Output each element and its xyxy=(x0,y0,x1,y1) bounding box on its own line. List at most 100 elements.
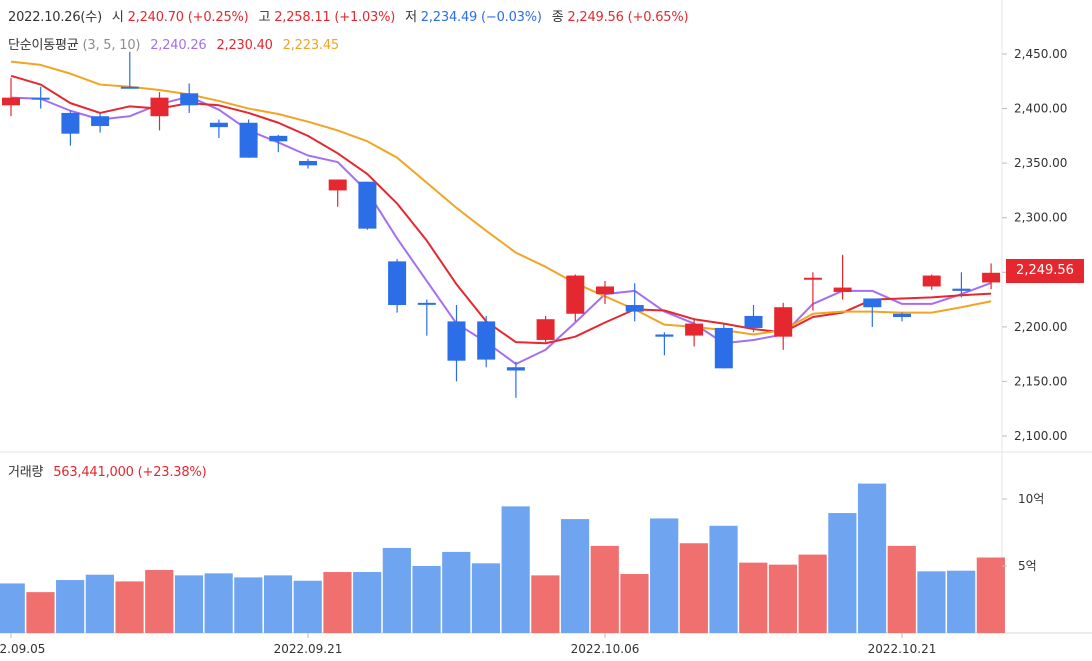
candle-body xyxy=(774,307,793,337)
volume-bar xyxy=(471,563,501,633)
candle-body xyxy=(61,112,80,134)
candle-body xyxy=(120,86,139,89)
volume-bar xyxy=(26,592,55,633)
candle-body xyxy=(833,287,852,292)
candle-body xyxy=(31,97,50,100)
price-tick-label: 2,300.00 xyxy=(1014,211,1067,225)
candle-body xyxy=(625,305,644,312)
candle-body xyxy=(803,277,822,280)
ma-line-10 xyxy=(10,60,992,336)
volume-bar xyxy=(234,577,263,633)
header-date: 2022.10.26(수) xyxy=(8,10,102,25)
low-label: 저 xyxy=(405,10,417,25)
volume-bar xyxy=(531,575,560,633)
volume-bar xyxy=(85,574,114,633)
moving-average-lines xyxy=(10,60,992,365)
close-value: 2,249.56 (+0.65%) xyxy=(567,10,689,25)
last-price-tag: 2,249.56 xyxy=(1006,259,1084,283)
volume-legend: 거래량 563,441,000 (+23.38%) xyxy=(8,461,207,480)
ma-line-5 xyxy=(10,74,992,345)
candle-body xyxy=(952,288,971,291)
close-label: 종 xyxy=(551,10,564,25)
volume-bar xyxy=(739,562,768,633)
volume-bar xyxy=(323,572,352,633)
candle-body xyxy=(388,261,407,306)
candle-body xyxy=(566,275,585,314)
volume-bar xyxy=(798,554,827,633)
candle-body xyxy=(328,179,347,191)
price-tick-label: 2,200.00 xyxy=(1014,320,1067,334)
candle-body xyxy=(91,116,110,127)
price-tick-label: 2,100.00 xyxy=(1014,429,1067,443)
volume-bar xyxy=(947,570,976,633)
candle-body xyxy=(893,313,911,318)
volume-bar xyxy=(709,525,738,633)
candle-body xyxy=(269,135,288,142)
candle-body xyxy=(596,286,614,295)
price-tick-label: 2,450.00 xyxy=(1014,47,1067,61)
date-tick-label: 2022.09.05 xyxy=(0,642,45,656)
volume-bar xyxy=(620,574,649,633)
volume-bar xyxy=(293,580,322,633)
candle-body xyxy=(506,367,525,371)
candle-body xyxy=(239,122,258,158)
volume-bar xyxy=(353,572,382,633)
ohlc-header: 2022.10.26(수) 시 2,240.70 (+0.25%) 고 2,25… xyxy=(8,6,689,25)
volume-bar xyxy=(0,583,25,633)
volume-legend-label: 거래량 xyxy=(8,465,44,480)
ma3-value: 2,240.26 xyxy=(150,38,207,53)
candlesticks xyxy=(2,51,1001,398)
candle-body xyxy=(744,315,763,328)
ma5-value: 2,230.40 xyxy=(216,38,273,53)
volume-bar xyxy=(857,483,887,633)
candle-body xyxy=(655,334,674,337)
volume-bar xyxy=(828,513,857,633)
price-tick-label: 2,350.00 xyxy=(1014,156,1067,170)
price-tick-label: 2,150.00 xyxy=(1014,374,1067,388)
candle-body xyxy=(417,302,436,305)
volume-bar xyxy=(976,557,1005,633)
volume-tick-label: 10억 xyxy=(1018,492,1044,506)
volume-legend-value: 563,441,000 (+23.38%) xyxy=(53,465,207,480)
volume-bar xyxy=(768,564,798,633)
candle-body xyxy=(358,181,377,229)
price-tick-label: 2,400.00 xyxy=(1014,102,1067,116)
candle-body xyxy=(180,93,199,106)
volume-bar xyxy=(887,545,916,633)
ma-legend-label: 단순이동평균 xyxy=(8,38,79,53)
date-tick-label: 2022.09.21 xyxy=(274,642,343,656)
price-axis: 2,100.002,150.002,200.002,250.002,300.00… xyxy=(1002,47,1067,443)
candle-body xyxy=(209,122,228,128)
open-value: 2,240.70 (+0.25%) xyxy=(127,10,249,25)
ma-line-3 xyxy=(10,95,992,365)
volume-bar xyxy=(650,518,679,633)
candle-body xyxy=(299,160,317,166)
volume-bar xyxy=(679,543,708,633)
candle-body xyxy=(922,275,941,287)
ma-legend: 단순이동평균 (3, 5, 10) 2,240.26 2,230.40 2,22… xyxy=(8,34,339,53)
candle-body xyxy=(536,319,555,340)
ma10-value: 2,223.45 xyxy=(282,38,339,53)
candle-body xyxy=(2,97,20,106)
high-label: 고 xyxy=(258,10,271,25)
open-label: 시 xyxy=(111,10,124,25)
date-tick-label: 2022.10.06 xyxy=(571,642,640,656)
volume-bar xyxy=(174,575,204,633)
candle-body xyxy=(685,323,704,336)
date-tick-label: 2022.10.21 xyxy=(868,642,937,656)
date-axis: 2022.09.05 2022.09.21 2022.10.06 2022.10.21 xyxy=(0,633,936,656)
volume-bar xyxy=(917,571,946,633)
candle-body xyxy=(863,298,882,308)
volume-bar xyxy=(560,519,590,633)
volume-bar xyxy=(382,547,411,633)
volume-bar xyxy=(442,551,471,633)
volume-bar xyxy=(115,581,144,633)
volume-bar xyxy=(56,580,85,633)
volume-bar xyxy=(145,570,174,633)
low-value: 2,234.49 (−0.03%) xyxy=(420,10,542,25)
volume-bar xyxy=(204,573,233,633)
volume-bar xyxy=(412,566,441,633)
candle-body xyxy=(150,97,169,117)
volume-tick-label: 5억 xyxy=(1018,559,1037,573)
